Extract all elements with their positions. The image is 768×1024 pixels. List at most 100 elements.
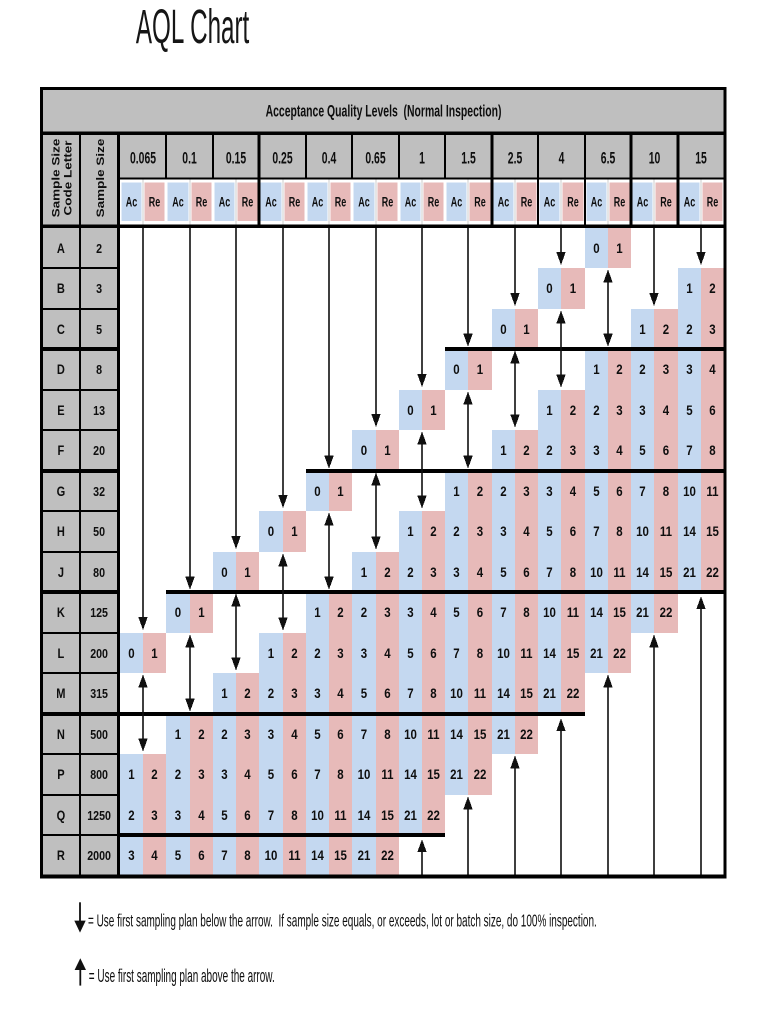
svg-text:4: 4 <box>151 847 158 863</box>
svg-text:0: 0 <box>546 280 552 296</box>
svg-text:3: 3 <box>337 645 343 661</box>
svg-text:1: 1 <box>500 442 506 458</box>
svg-text:0: 0 <box>593 240 599 256</box>
svg-text:2.5: 2.5 <box>508 149 523 167</box>
svg-text:8: 8 <box>616 523 622 539</box>
svg-text:22: 22 <box>613 645 626 661</box>
svg-text:10: 10 <box>683 483 696 499</box>
svg-text:1: 1 <box>244 564 250 580</box>
svg-text:4: 4 <box>477 564 484 580</box>
svg-text:0: 0 <box>361 442 367 458</box>
svg-text:7: 7 <box>593 523 599 539</box>
svg-text:21: 21 <box>590 645 603 661</box>
svg-text:6: 6 <box>616 483 622 499</box>
svg-text:5: 5 <box>268 766 274 782</box>
svg-text:3: 3 <box>291 685 297 701</box>
svg-text:K: K <box>57 605 65 620</box>
svg-text:5: 5 <box>221 807 227 823</box>
svg-text:Code Letter: Code Letter <box>61 140 74 215</box>
svg-text:11: 11 <box>613 564 625 580</box>
svg-text:4: 4 <box>570 483 577 499</box>
svg-text:15: 15 <box>474 726 487 742</box>
svg-text:L: L <box>58 646 65 661</box>
svg-text:6: 6 <box>244 807 250 823</box>
svg-text:2: 2 <box>244 685 250 701</box>
svg-text:10: 10 <box>358 766 371 782</box>
svg-text:2: 2 <box>570 402 576 418</box>
svg-text:G: G <box>57 484 66 499</box>
svg-text:3: 3 <box>477 523 483 539</box>
svg-text:6: 6 <box>709 402 715 418</box>
svg-text:800: 800 <box>90 767 108 782</box>
svg-text:8: 8 <box>709 442 715 458</box>
svg-text:10: 10 <box>311 807 324 823</box>
svg-text:1: 1 <box>407 523 413 539</box>
svg-text:125: 125 <box>90 605 108 620</box>
svg-text:5: 5 <box>407 645 413 661</box>
svg-text:6: 6 <box>198 847 204 863</box>
svg-text:6: 6 <box>663 442 669 458</box>
svg-text:1: 1 <box>523 321 529 337</box>
svg-text:1: 1 <box>593 361 599 377</box>
svg-text:1: 1 <box>616 240 622 256</box>
svg-text:10: 10 <box>636 523 649 539</box>
svg-text:= Use first sampling plan belo: = Use first sampling plan below the arro… <box>88 912 597 932</box>
svg-text:7: 7 <box>686 442 692 458</box>
svg-text:80: 80 <box>93 565 105 580</box>
svg-text:1: 1 <box>175 726 181 742</box>
svg-text:Re: Re <box>428 195 440 210</box>
svg-text:10: 10 <box>590 564 603 580</box>
svg-text:21: 21 <box>404 807 417 823</box>
svg-text:2: 2 <box>198 726 204 742</box>
svg-text:10: 10 <box>265 847 278 863</box>
svg-text:3: 3 <box>244 726 250 742</box>
svg-text:7: 7 <box>221 847 227 863</box>
svg-text:10: 10 <box>497 645 510 661</box>
svg-text:H: H <box>57 524 65 539</box>
svg-text:1: 1 <box>419 149 425 167</box>
svg-text:14: 14 <box>404 766 418 782</box>
svg-text:0: 0 <box>500 321 506 337</box>
svg-text:8: 8 <box>244 847 250 863</box>
svg-text:3: 3 <box>593 442 599 458</box>
svg-text:Acceptance Quality Levels (No: Acceptance Quality Levels (Normal Inspec… <box>266 101 502 120</box>
svg-text:21: 21 <box>450 766 463 782</box>
svg-text:Ac: Ac <box>637 195 649 210</box>
svg-text:1: 1 <box>546 402 552 418</box>
svg-text:0.1: 0.1 <box>182 149 197 167</box>
svg-text:Re: Re <box>707 195 719 210</box>
svg-text:2: 2 <box>523 442 529 458</box>
svg-text:Re: Re <box>521 195 533 210</box>
svg-text:Sample Size: Sample Size <box>94 139 107 218</box>
svg-text:1: 1 <box>337 483 343 499</box>
svg-text:Re: Re <box>242 195 254 210</box>
svg-text:8: 8 <box>96 362 102 377</box>
svg-text:2: 2 <box>639 361 645 377</box>
svg-text:10: 10 <box>649 149 661 167</box>
svg-text:Ac: Ac <box>126 195 138 210</box>
svg-text:4: 4 <box>244 766 251 782</box>
svg-text:5: 5 <box>546 523 552 539</box>
svg-text:1250: 1250 <box>87 808 111 823</box>
svg-text:0.65: 0.65 <box>365 149 385 167</box>
svg-text:14: 14 <box>450 726 464 742</box>
svg-text:22: 22 <box>520 726 533 742</box>
svg-text:32: 32 <box>93 484 105 499</box>
svg-text:1: 1 <box>453 483 459 499</box>
svg-text:Ac: Ac <box>684 195 696 210</box>
svg-text:4: 4 <box>430 604 437 620</box>
svg-text:20: 20 <box>93 443 105 458</box>
svg-text:11: 11 <box>427 726 439 742</box>
svg-text:F: F <box>58 443 65 458</box>
svg-text:15: 15 <box>567 645 580 661</box>
svg-text:Ac: Ac <box>405 195 417 210</box>
svg-text:1.5: 1.5 <box>461 149 476 167</box>
svg-text:14: 14 <box>543 645 557 661</box>
svg-text:2: 2 <box>361 604 367 620</box>
svg-text:14: 14 <box>497 685 511 701</box>
svg-text:2: 2 <box>686 321 692 337</box>
svg-text:J: J <box>58 565 64 580</box>
svg-text:4: 4 <box>616 442 623 458</box>
svg-text:2: 2 <box>291 645 297 661</box>
svg-text:2: 2 <box>663 321 669 337</box>
